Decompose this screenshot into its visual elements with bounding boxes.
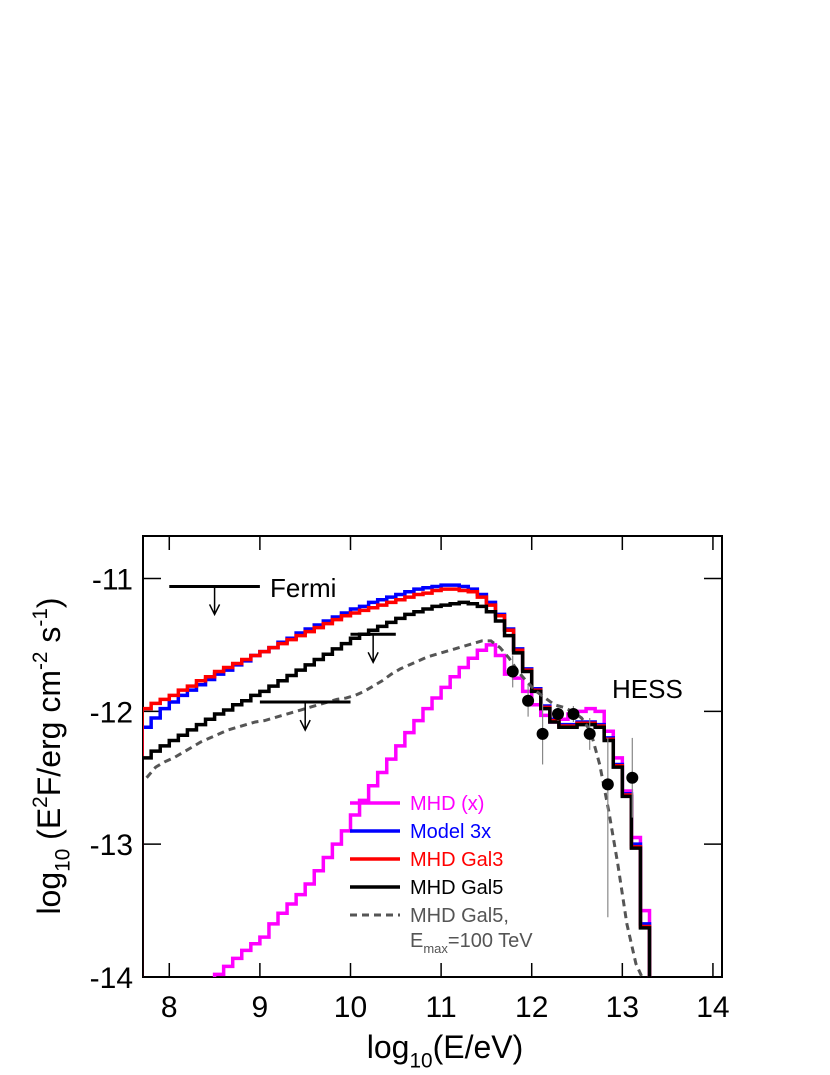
- legend-label: Emax=100 TeV: [410, 930, 533, 956]
- y-axis-label-part: s: [31, 627, 67, 652]
- upper-limit-arrow: [208, 586, 221, 617]
- x-tick-label: 14: [696, 991, 729, 1024]
- y-axis-label-part: (E: [31, 808, 67, 849]
- annotation: Fermi: [270, 573, 336, 603]
- data-point: [522, 694, 535, 707]
- y-axis-label-part: log: [31, 872, 67, 915]
- y-axis-label-part: -1: [29, 608, 52, 627]
- y-axis-label-part: ): [31, 597, 67, 608]
- y-axis-label: log10 (E2F/erg cm-2 s-1): [29, 597, 74, 914]
- data-point: [536, 727, 549, 740]
- y-axis-label-part: 10: [52, 849, 75, 872]
- data-point: [626, 771, 639, 784]
- legend-label-part: MHD Gal5: [410, 877, 503, 899]
- series-line: [143, 587, 652, 977]
- x-tick-label: 13: [606, 991, 639, 1024]
- x-axis-label-part: (E/eV): [433, 1029, 524, 1065]
- x-tick-label: 10: [334, 991, 367, 1024]
- data-point: [601, 778, 614, 791]
- legend-label-part: MHD (x): [410, 793, 484, 815]
- data-point: [583, 727, 596, 740]
- legend-label-part: max: [423, 941, 448, 956]
- legend-label-part: MHD Gal5,: [410, 905, 509, 927]
- legend-label-part: Model 3x: [410, 821, 491, 843]
- data-point: [551, 707, 564, 720]
- y-axis-label-part: 2: [29, 796, 52, 808]
- upper-limit-arrow: [367, 634, 379, 664]
- legend-label: MHD Gal5,: [410, 905, 509, 927]
- y-tick-label: -14: [90, 962, 133, 995]
- legend-label-part: =100 TeV: [448, 930, 533, 952]
- x-axis-label-part: log: [367, 1029, 410, 1065]
- data-point: [506, 665, 519, 678]
- y-axis-label-part: F/erg cm: [31, 670, 67, 796]
- annotation: HESS: [612, 674, 683, 704]
- series-line: [143, 583, 652, 977]
- plot-area: [143, 583, 652, 977]
- legend-label: MHD Gal5: [410, 877, 503, 899]
- y-tick-label: -12: [90, 696, 133, 729]
- series-line: [145, 639, 644, 977]
- y-tick-label: -13: [90, 829, 133, 862]
- x-tick-label: 11: [426, 991, 457, 1024]
- x-axis-label: log10(E/eV): [367, 1029, 524, 1073]
- legend-label: Model 3x: [410, 821, 491, 843]
- x-tick-label: 8: [161, 991, 178, 1024]
- legend-label: MHD Gal3: [410, 849, 503, 871]
- x-tick-label: 9: [252, 991, 269, 1024]
- series-line: [143, 600, 652, 977]
- legend-label-part: MHD Gal3: [410, 849, 503, 871]
- data-point: [567, 707, 580, 720]
- y-tick-label: -11: [92, 564, 133, 597]
- legend-label: MHD (x): [410, 793, 484, 815]
- legend-label-part: E: [410, 930, 423, 952]
- x-axis-label-part: 10: [409, 1050, 432, 1073]
- y-axis-label-part: -2: [29, 652, 52, 671]
- upper-limit-arrow: [299, 702, 311, 732]
- x-tick-label: 12: [515, 991, 548, 1024]
